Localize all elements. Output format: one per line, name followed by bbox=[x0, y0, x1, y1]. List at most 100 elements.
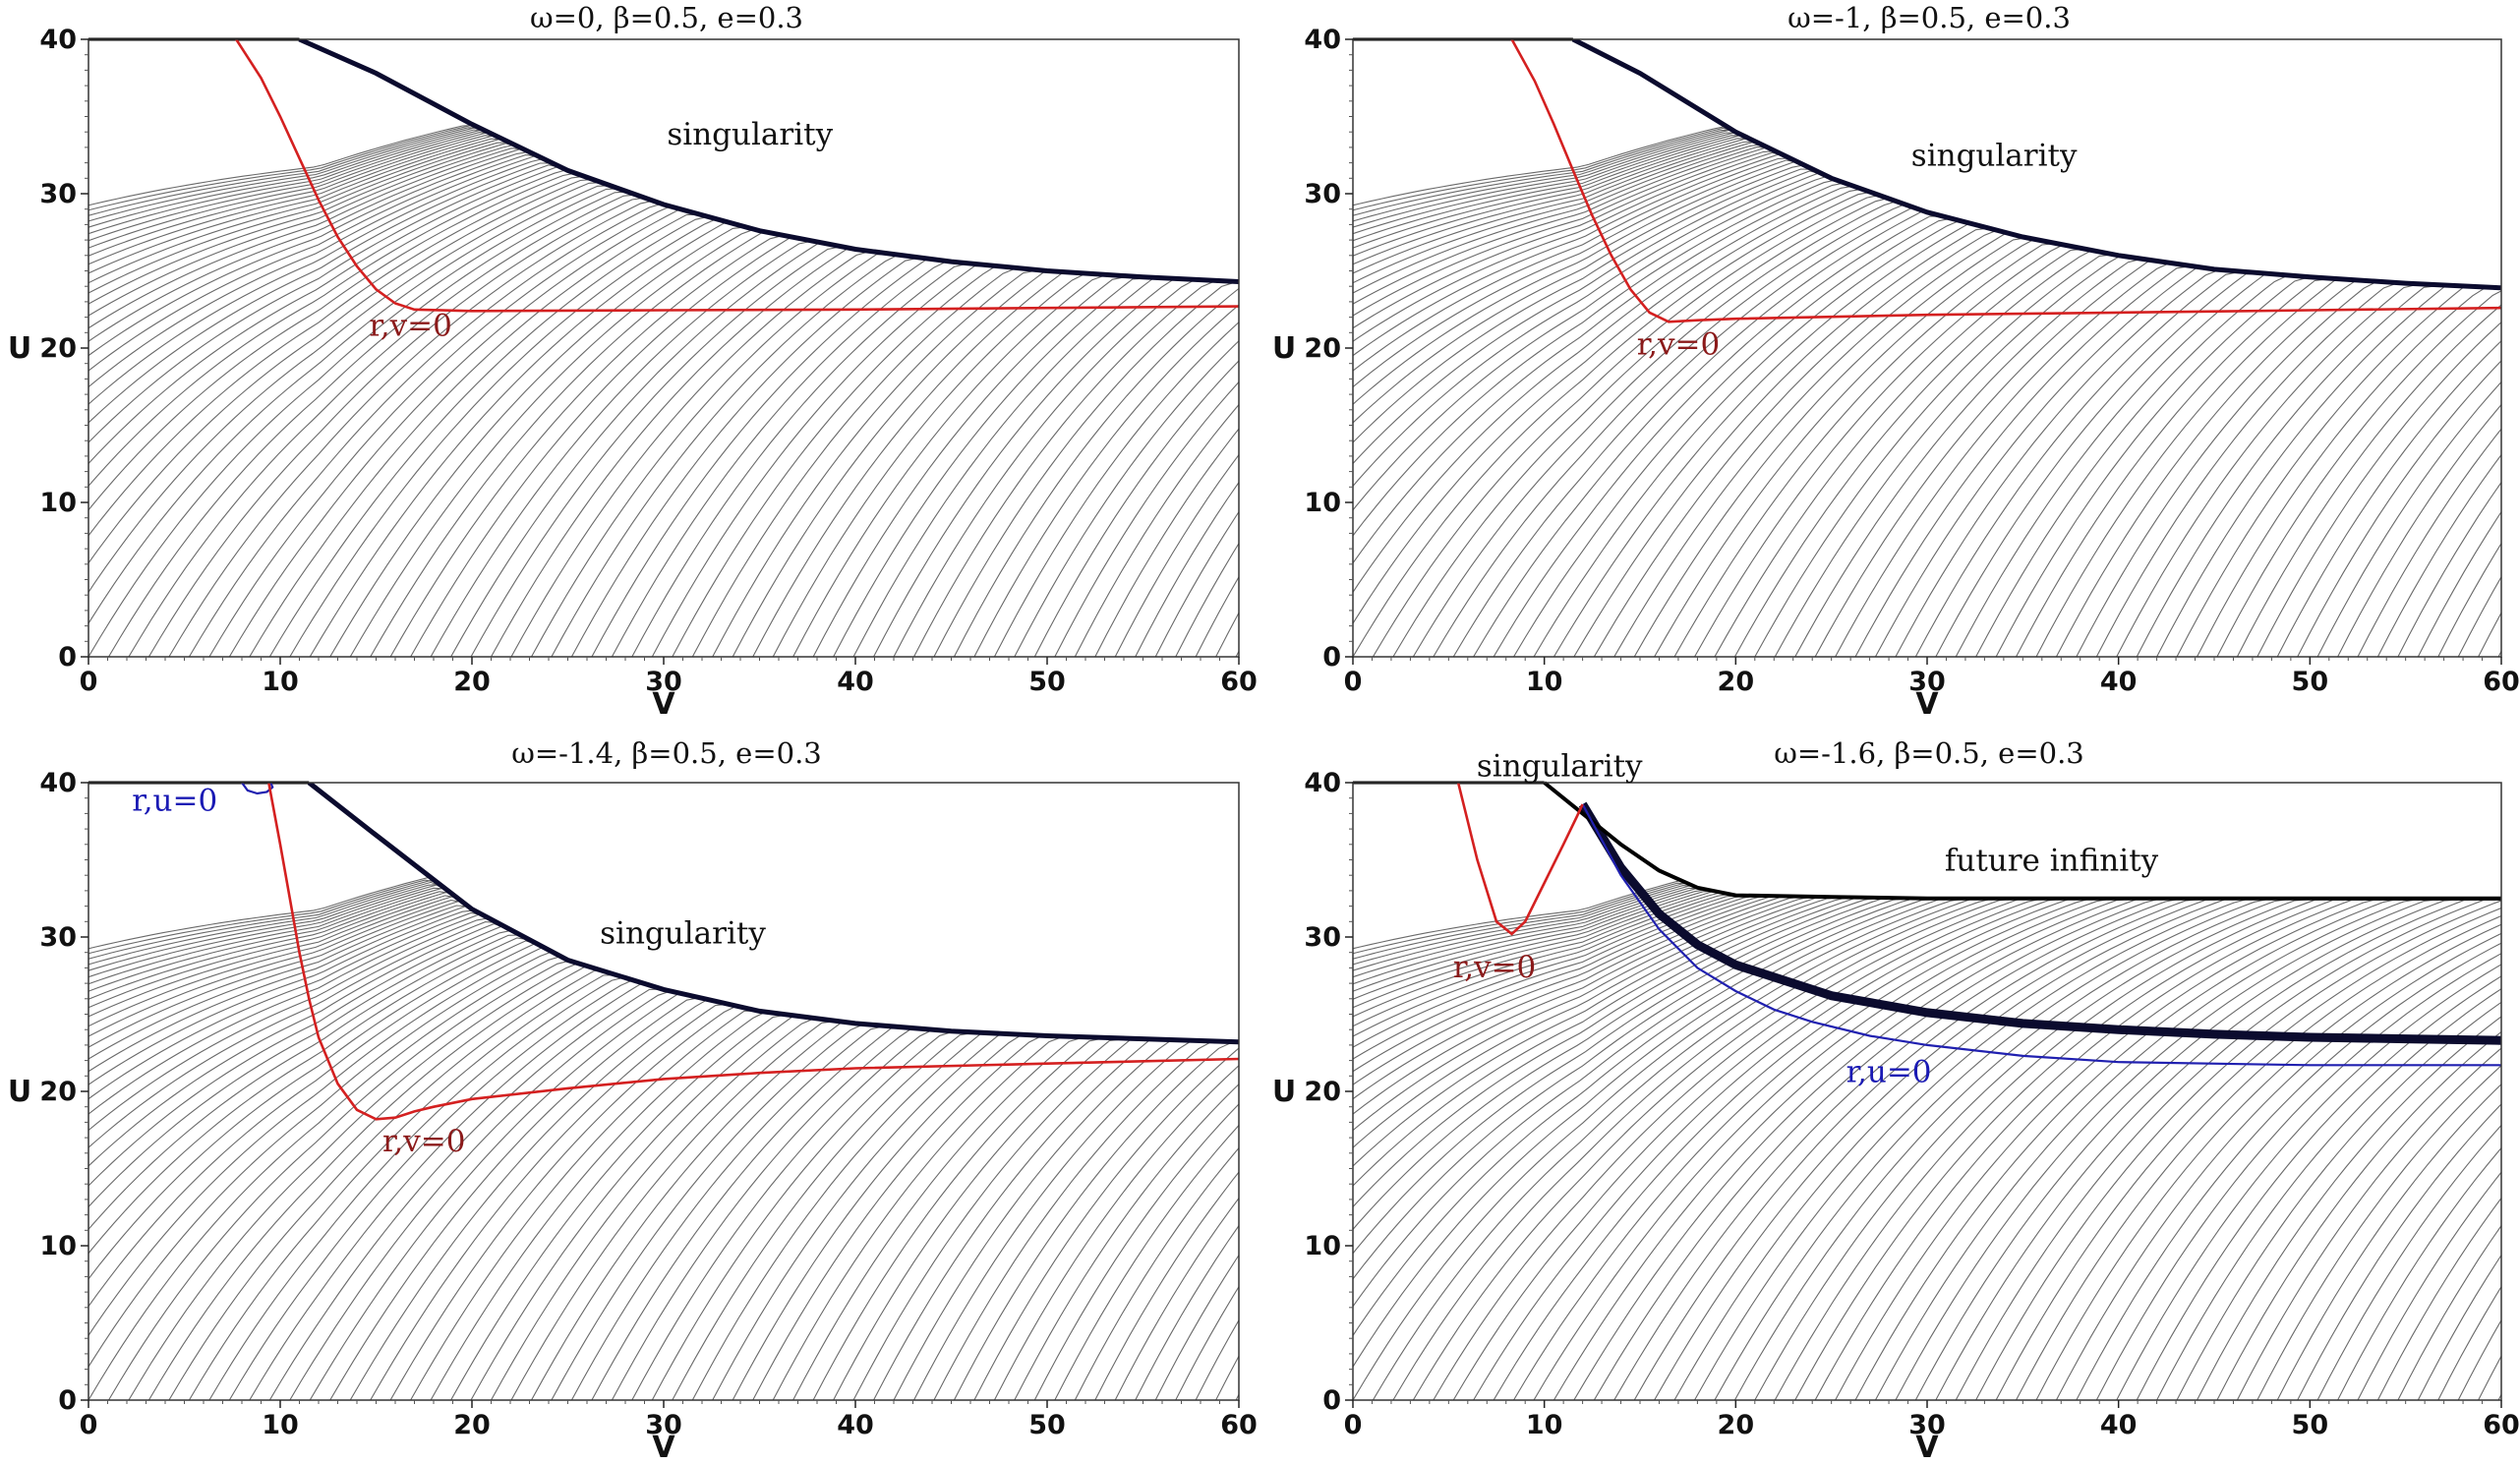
null-ray bbox=[88, 164, 1067, 443]
x-tick-label: 20 bbox=[453, 1410, 491, 1440]
null-ray bbox=[88, 934, 1107, 1231]
null-ray bbox=[1014, 1083, 1239, 1400]
null-ray bbox=[873, 279, 1239, 657]
panel-title: ω=0, β=0.5, e=0.3 bbox=[530, 1, 803, 34]
null-ray bbox=[933, 1041, 1239, 1400]
null-ray bbox=[1353, 895, 2148, 1048]
null-ray bbox=[833, 277, 1239, 657]
null-ray bbox=[1995, 907, 2501, 1400]
null-ray bbox=[450, 1014, 1239, 1400]
null-ray bbox=[973, 1047, 1239, 1400]
null-ray bbox=[953, 1042, 1239, 1400]
null-ray bbox=[792, 274, 1239, 657]
null-ray bbox=[2055, 280, 2501, 657]
null-ray bbox=[1353, 125, 1888, 206]
null-ray bbox=[1995, 277, 2501, 657]
null-ray bbox=[812, 1037, 1239, 1400]
y-tick-label: 0 bbox=[1322, 642, 1341, 673]
null-ray bbox=[772, 1036, 1239, 1400]
null-ray bbox=[1353, 132, 1988, 235]
null-ray bbox=[1353, 127, 1907, 211]
x-tick-label: 50 bbox=[2292, 1410, 2329, 1440]
null-ray bbox=[1353, 172, 2370, 488]
null-ray bbox=[2236, 1047, 2501, 1400]
x-tick-label: 10 bbox=[262, 1410, 299, 1440]
null-ray bbox=[2016, 278, 2501, 657]
null-ray bbox=[2337, 1146, 2501, 1400]
x-tick-label: 30 bbox=[1908, 1410, 1946, 1440]
annotation-label: singularity bbox=[600, 915, 766, 951]
x-tick-label: 60 bbox=[2483, 667, 2520, 697]
null-ray bbox=[2095, 953, 2501, 1400]
null-ray bbox=[1673, 243, 2501, 657]
null-ray bbox=[2176, 1001, 2501, 1400]
null-ray bbox=[2176, 286, 2501, 657]
null-ray bbox=[88, 182, 1188, 594]
panel-title: ω=-1, β=0.5, e=0.3 bbox=[1787, 1, 2071, 34]
null-ray bbox=[993, 1065, 1239, 1400]
y-tick-label: 10 bbox=[1304, 488, 1341, 518]
y-axis-label: U bbox=[1272, 1075, 1296, 1109]
y-axis-label: U bbox=[8, 1075, 31, 1109]
null-ray bbox=[2156, 988, 2501, 1400]
panel-title: ω=-1.6, β=0.5, e=0.3 bbox=[1774, 736, 2084, 770]
y-axis-label: U bbox=[8, 331, 31, 366]
x-tick-label: 10 bbox=[262, 667, 299, 697]
null-ray bbox=[289, 990, 1239, 1400]
null-ray bbox=[88, 162, 1047, 424]
null-ray bbox=[147, 197, 1239, 657]
x-tick-label: 60 bbox=[1220, 1410, 1258, 1440]
null-ray bbox=[88, 911, 967, 1100]
null-ray bbox=[993, 322, 1239, 657]
null-ray bbox=[1353, 182, 2431, 564]
null-ray bbox=[2116, 964, 2501, 1400]
null-ray bbox=[2236, 304, 2501, 657]
null-ray bbox=[1353, 135, 2008, 242]
x-tick-label: 20 bbox=[1718, 1410, 1755, 1440]
x-tick-label: 0 bbox=[80, 1410, 98, 1440]
null-ray bbox=[953, 287, 1239, 657]
null-ray bbox=[2357, 428, 2501, 657]
null-ray bbox=[1935, 899, 2501, 1400]
x-axis-label: V bbox=[1915, 687, 1939, 722]
y-tick-label: 0 bbox=[58, 1385, 77, 1416]
x-tick-label: 40 bbox=[837, 667, 874, 697]
null-ray bbox=[591, 1027, 1239, 1400]
y-tick-label: 20 bbox=[39, 333, 77, 364]
null-ray bbox=[2437, 1285, 2501, 1400]
null-ray bbox=[732, 271, 1239, 657]
null-ray bbox=[389, 235, 1239, 657]
null-ray bbox=[1874, 266, 2501, 657]
null-ray bbox=[128, 963, 1239, 1400]
null-ray bbox=[1935, 273, 2501, 657]
null-ray bbox=[1392, 198, 2501, 657]
null-ray bbox=[1654, 239, 2501, 657]
x-tick-label: 50 bbox=[1028, 667, 1066, 697]
panel-title: ω=-1.4, β=0.5, e=0.3 bbox=[511, 736, 822, 770]
null-ray bbox=[370, 1004, 1239, 1400]
null-ray bbox=[1553, 223, 2501, 657]
null-ray bbox=[2256, 322, 2501, 657]
x-tick-label: 30 bbox=[645, 1410, 682, 1440]
null-ray bbox=[1774, 899, 2501, 1400]
null-ray bbox=[1353, 887, 1988, 978]
null-ray bbox=[168, 200, 1239, 657]
x-tick-label: 60 bbox=[1220, 667, 1258, 697]
null-ray bbox=[88, 887, 745, 1010]
null-ray-family bbox=[88, 877, 1239, 1400]
null-ray bbox=[691, 1033, 1239, 1400]
null-ray bbox=[88, 166, 1087, 465]
null-ray bbox=[88, 956, 1228, 1400]
null-ray bbox=[2216, 290, 2501, 657]
null-ray bbox=[88, 135, 805, 265]
null-ray bbox=[2136, 975, 2501, 1400]
annotation-label: r,v=0 bbox=[1637, 326, 1720, 362]
x-tick-label: 50 bbox=[1028, 1410, 1066, 1440]
null-ray bbox=[430, 240, 1239, 657]
y-tick-label: 30 bbox=[1304, 922, 1341, 953]
null-ray bbox=[1593, 230, 2501, 657]
null-ray bbox=[2076, 942, 2501, 1400]
null-ray bbox=[691, 267, 1239, 657]
x-tick-label: 60 bbox=[2483, 1410, 2520, 1440]
